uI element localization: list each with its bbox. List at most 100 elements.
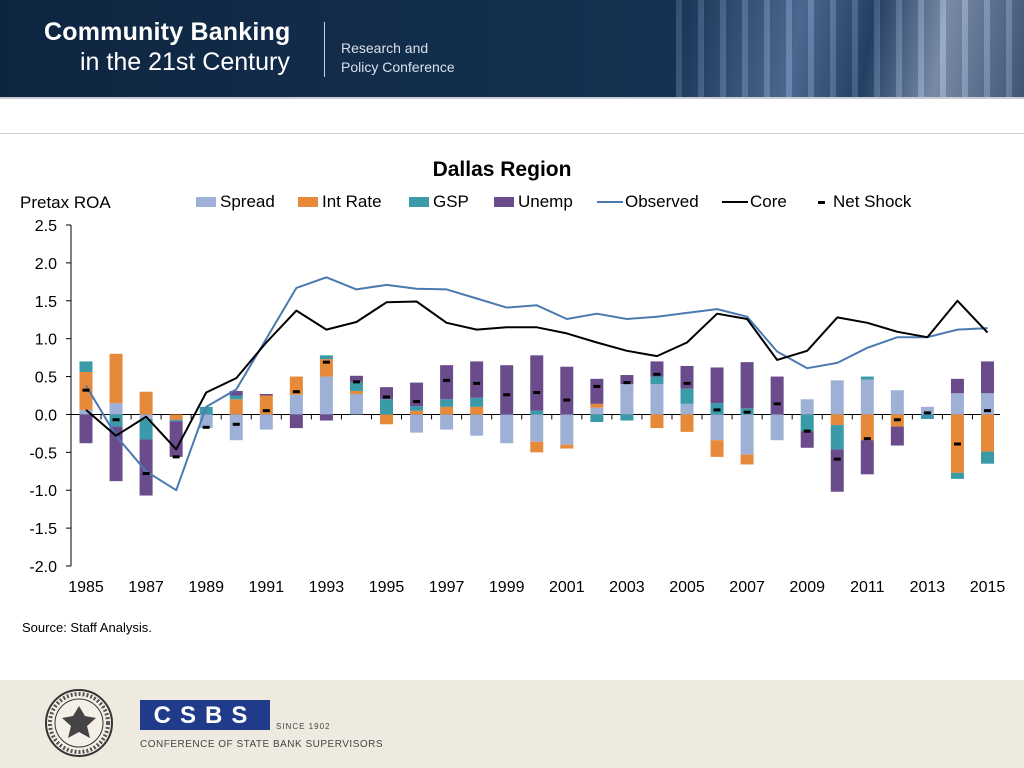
bar-unemp [560,366,574,415]
net-shock-marker [352,380,360,384]
bar-unemp [981,361,994,394]
x-tick-label: 1997 [429,579,465,596]
bar-spread [289,394,303,415]
bar-int-rate [289,376,303,395]
bar-gsp [319,355,333,360]
legend-label-core: Core [750,192,787,211]
csbs-full-name: CONFERENCE OF STATE BANK SUPERVISORS [140,739,384,750]
net-shock-marker [713,408,721,412]
bar-gsp [860,376,874,380]
banner-underline [0,97,1024,99]
chart-title: Dallas Region [433,158,572,181]
legend-label-observed: Observed [625,192,699,211]
y-tick-label: -2.0 [29,559,57,576]
bar-unemp [79,414,93,444]
legend-label-spread: Spread [220,192,275,211]
bar-int-rate [380,414,393,425]
bar-spread [590,407,604,415]
net-shock-marker [383,395,390,399]
legend-label-net-shock: Net Shock [833,192,912,211]
csbs-logo-text: CSBS [154,702,257,729]
line-observed [85,276,988,492]
banner-title-line2: in the 21st Century [80,48,290,76]
bar-spread [770,414,784,441]
net-shock-marker [292,390,300,394]
legend-swatch-spread [196,197,216,207]
y-tick-label: 1.5 [35,294,57,311]
net-shock-marker [863,437,871,441]
bar-gsp [380,399,393,415]
line-core [85,299,989,451]
net-shock-marker [533,390,541,394]
bar-gsp [981,451,994,464]
net-shock-marker [112,418,120,422]
bar-spread [620,384,634,415]
net-shock-marker [413,400,421,404]
net-shock-marker [142,472,150,476]
bar-unemp [229,390,243,396]
y-tick-label: 2.5 [35,218,57,235]
bar-int-rate [830,414,844,426]
legend-swatch-net-shock [818,201,825,204]
x-tick-label: 1991 [249,579,285,596]
csbs-since: SINCE 1902 [276,722,331,731]
bar-spread [830,380,844,415]
bar-spread [950,393,964,415]
bar-spread [229,414,243,441]
bar-unemp [139,439,153,496]
bar-int-rate [109,353,123,404]
bar-unemp [440,365,454,400]
net-shock-marker [773,402,781,406]
net-shock-marker [443,378,451,382]
net-shock-marker [623,381,631,385]
bar-gsp [199,406,213,415]
bar-int-rate [710,440,724,457]
bar-gsp [680,388,694,404]
net-shock-marker [593,384,601,388]
net-shock-marker [503,393,511,397]
bar-unemp [530,355,544,411]
bar-unemp [770,376,784,415]
x-tick-label: 2013 [910,579,946,596]
banner-title-line1: Community Banking [44,18,291,46]
bar-unemp [169,421,183,457]
bar-spread [650,384,664,415]
bar-int-rate [740,454,754,465]
y-tick-label: -1.0 [29,483,57,500]
banner-building-photo [676,0,1024,97]
bar-gsp [169,419,183,422]
banner-divider [324,22,325,77]
bar-gsp [650,376,664,385]
bar-gsp [410,406,424,411]
bar-gsp [830,425,844,450]
net-shock-marker [893,418,901,422]
bar-gsp [590,414,604,423]
bar-spread [410,414,424,433]
y-tick-label: 0.5 [35,370,57,387]
x-tick-label: 1985 [68,579,104,596]
bar-spread [500,414,514,444]
x-tick-label: 2009 [789,579,825,596]
bar-spread [440,414,454,430]
net-shock-marker [833,457,841,461]
x-tick-label: 2007 [729,579,765,596]
net-shock-marker [262,409,270,413]
bar-int-rate [590,403,604,408]
bar-spread [860,379,874,415]
x-tick-label: 2011 [850,579,885,596]
bar-gsp [950,472,964,479]
y-axis-label: Pretax ROA [20,193,111,212]
bar-spread [109,403,123,415]
bar-unemp [860,440,874,475]
bar-unemp [740,362,754,409]
x-tick-label: 2015 [970,579,1006,596]
x-tick-label: 2005 [669,579,705,596]
bar-spread [920,406,934,415]
y-axis: 2.5 2.0 1.5 1.0 0.5 0.0 -0.5 -1.0 -1.5 -2.0 [29,218,72,576]
bar-spread [319,376,333,415]
legend-label-unemp: Unemp [518,192,573,211]
bar-spread [530,414,544,442]
stacked-bars [79,353,994,496]
bar-gsp [139,418,153,440]
bar-unemp [680,365,694,389]
